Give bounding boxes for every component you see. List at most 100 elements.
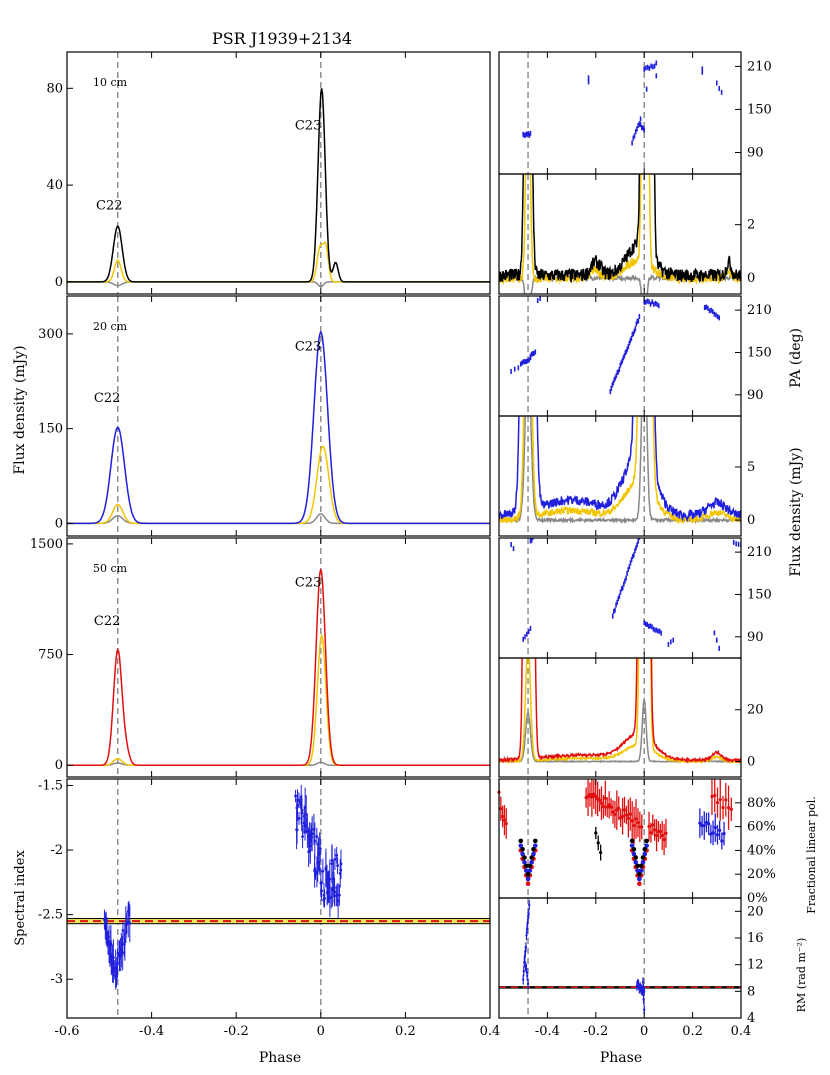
rm-point <box>523 961 526 964</box>
frac-point <box>518 838 524 844</box>
xtick-label: 0.2 <box>395 1024 416 1039</box>
frac-point <box>622 808 627 812</box>
frac-point <box>636 820 640 825</box>
frac-point <box>633 855 639 860</box>
spectral-point <box>333 890 336 894</box>
frac-point <box>522 860 527 865</box>
rm-point <box>526 982 530 986</box>
frac-point <box>642 851 648 857</box>
axes-frame-z20 <box>498 415 742 537</box>
ytick-label: 300 <box>38 327 63 342</box>
frac-point <box>662 837 666 842</box>
frac-point <box>631 851 637 857</box>
frac-point <box>523 863 529 869</box>
rm-point <box>526 974 529 978</box>
spectral-point <box>320 889 323 893</box>
frac-point <box>718 828 722 832</box>
frac-point <box>715 800 720 805</box>
frac-point <box>664 831 668 835</box>
ytick-label: 60% <box>747 820 776 835</box>
spectral-point <box>339 868 343 872</box>
frac-point <box>501 814 505 819</box>
ytick-label: 750 <box>38 648 63 663</box>
rm-point <box>524 945 528 949</box>
frac-point <box>642 846 648 852</box>
rm-point <box>641 981 645 984</box>
rm-ylabel: RM (rad m⁻²) <box>795 938 808 1013</box>
rm-point <box>522 978 525 981</box>
xtick-label: 0.4 <box>480 1024 501 1039</box>
frac-point <box>628 812 632 816</box>
frac-point <box>599 801 604 805</box>
axes-frame-z10 <box>498 173 742 295</box>
frac-point <box>520 851 525 857</box>
frac-point <box>594 831 598 835</box>
frac-point <box>586 795 590 799</box>
component-label: C23 <box>295 118 322 133</box>
xtick-label: -0.4 <box>535 1024 560 1039</box>
ytick-label: 40 <box>46 178 63 193</box>
rm-point <box>526 921 529 925</box>
spectral-point <box>335 853 339 857</box>
frac-point <box>523 868 529 873</box>
axes-frame-rm <box>498 897 742 1019</box>
frac-point <box>713 793 717 798</box>
spectral-point <box>321 869 325 873</box>
ytick-label: 20 <box>747 904 764 919</box>
frac-point <box>531 851 536 857</box>
linear-series-line <box>499 174 741 286</box>
spectral-point <box>313 839 317 843</box>
frac-point <box>525 876 531 882</box>
frac-point <box>529 855 534 860</box>
frac-point <box>713 825 717 830</box>
frac-point <box>603 796 607 800</box>
spectral-point <box>294 794 297 798</box>
linear-series-line <box>499 658 741 765</box>
total-series-line <box>67 330 490 525</box>
ytick-label: 210 <box>747 59 772 74</box>
ytick-label: 0 <box>55 516 63 531</box>
band-label: 20 cm <box>93 320 128 333</box>
frac-point <box>533 843 538 848</box>
frac-point <box>626 816 630 820</box>
spectral-point <box>323 896 326 900</box>
frac-ylabel: Fractional linear pol. <box>805 796 818 913</box>
ytick-label: 2 <box>747 218 755 233</box>
ytick-label: 0 <box>55 758 63 773</box>
spectral-point <box>301 835 305 838</box>
frac-point <box>629 843 635 848</box>
frac-point <box>724 798 728 802</box>
ytick-label: 12 <box>747 958 764 973</box>
frac-point <box>638 863 644 869</box>
ytick-label: 0 <box>747 271 755 286</box>
frac-point <box>649 831 653 835</box>
frac-point <box>499 807 503 811</box>
frac-point <box>630 819 634 823</box>
frac-point <box>525 871 531 877</box>
spectral-point <box>310 832 314 836</box>
frac-point <box>634 817 638 821</box>
linear-series-line <box>499 416 741 525</box>
frac-point <box>711 831 715 835</box>
ytick-label: 5 <box>747 460 755 475</box>
frac-point <box>698 821 702 825</box>
frac-point <box>651 823 655 827</box>
xtick-label: 0.2 <box>682 1024 703 1039</box>
frac-point <box>653 828 657 832</box>
ytick-label: -2 <box>50 843 63 858</box>
spectral-point <box>121 928 125 932</box>
ytick-label: 90 <box>747 630 764 645</box>
frac-point <box>605 805 609 809</box>
frac-point <box>658 829 662 834</box>
ytick-label: 0% <box>747 891 768 906</box>
axes-frame-p50 <box>66 537 491 778</box>
frac-point <box>601 805 605 809</box>
component-label: C23 <box>295 339 322 354</box>
frac-point <box>525 881 531 887</box>
ytick-label: 210 <box>747 545 772 560</box>
frac-point <box>533 838 538 844</box>
ytick-label: 80% <box>747 796 776 811</box>
frac-point <box>596 841 600 845</box>
spectral-point <box>330 888 334 891</box>
ytick-label: 150 <box>747 587 772 602</box>
